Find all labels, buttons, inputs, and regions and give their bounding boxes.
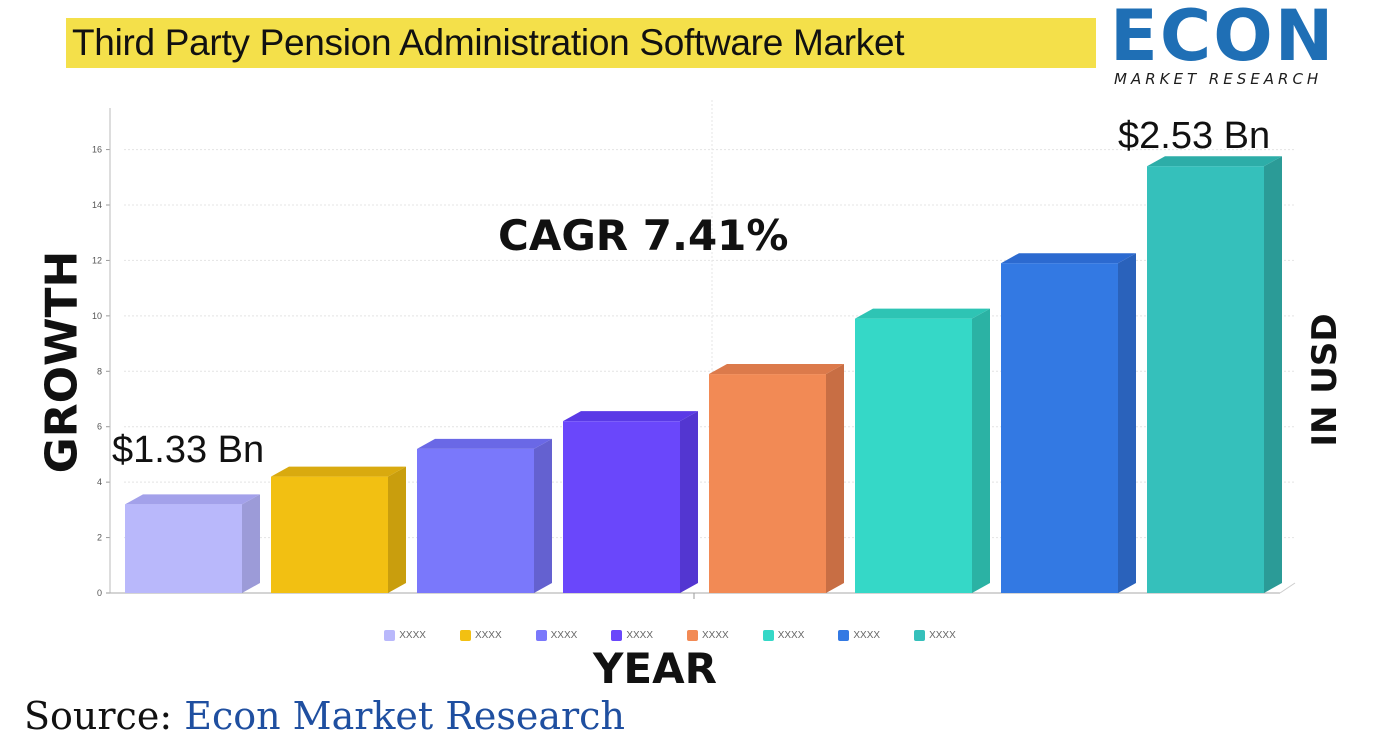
end-value-label: $2.53 Bn <box>1118 115 1270 157</box>
chart-legend: XXXX XXXX XXXX XXXX XXXX XXXX XXXX XXXX <box>0 630 1340 641</box>
y-axis-label-right: IN USD <box>1305 313 1345 447</box>
y-tick-label: 14 <box>92 200 102 210</box>
legend-item[interactable]: XXXX <box>914 630 956 641</box>
legend-item[interactable]: XXXX <box>762 630 805 641</box>
legend-label: XXXX <box>626 630 653 641</box>
y-tick-label: 8 <box>97 366 102 376</box>
legend-swatch <box>611 630 623 641</box>
bar-side <box>388 466 406 593</box>
bar-top <box>1147 156 1282 167</box>
legend-label: XXXX <box>777 630 805 641</box>
start-value-label: $1.33 Bn <box>112 429 264 471</box>
econ-logo: ECON MARKET RESEARCH <box>1110 0 1370 95</box>
logo-word: ECON <box>1110 0 1336 77</box>
bar <box>563 421 680 593</box>
bar-top <box>563 411 698 422</box>
source-line: Source: Econ Market Research <box>24 694 625 738</box>
y-axis-label-left: GROWTH <box>36 250 88 474</box>
legend-swatch <box>384 630 396 641</box>
y-tick-label: 12 <box>92 255 102 265</box>
y-tick-label: 6 <box>97 422 102 432</box>
legend-swatch <box>914 630 926 641</box>
legend-label: XXXX <box>702 630 729 641</box>
legend-swatch <box>459 630 471 641</box>
y-tick-label: 16 <box>92 145 102 155</box>
bar-side <box>826 364 844 593</box>
logo-tagline: MARKET RESEARCH <box>1114 70 1323 88</box>
y-tick-label: 0 <box>97 588 102 598</box>
y-tick-label: 2 <box>97 533 102 543</box>
source-label: Source: <box>24 694 173 738</box>
bar-side <box>1264 156 1282 593</box>
source-value: Econ Market Research <box>184 694 625 738</box>
bar-top <box>1001 253 1136 264</box>
bar <box>125 504 242 593</box>
x-axis-label: YEAR <box>593 644 717 693</box>
bar-side <box>972 308 990 593</box>
legend-item[interactable]: XXXX <box>459 630 502 641</box>
bar <box>1147 166 1264 593</box>
legend-item[interactable]: XXXX <box>687 630 729 641</box>
legend-label: XXXX <box>550 630 578 641</box>
bar <box>271 476 388 593</box>
legend-swatch <box>687 630 698 641</box>
bar <box>709 374 826 593</box>
legend-label: XXXX <box>853 630 881 641</box>
bar-side <box>680 411 698 593</box>
bar-top <box>271 466 406 477</box>
legend-label: XXXX <box>474 630 502 641</box>
y-tick-label: 4 <box>97 477 102 487</box>
legend-label: XXXX <box>929 630 956 641</box>
bar-top <box>709 364 844 375</box>
legend-label: XXXX <box>399 630 426 641</box>
bar <box>417 448 534 593</box>
x-axis-floor <box>1279 582 1296 594</box>
bar <box>855 318 972 593</box>
bar-side <box>534 438 552 593</box>
bar-top <box>855 308 990 319</box>
bar-side <box>1118 253 1136 593</box>
legend-item[interactable]: XXXX <box>838 630 880 641</box>
title-band <box>66 18 1096 68</box>
legend-swatch <box>535 630 547 641</box>
y-tick-label: 10 <box>92 311 102 321</box>
legend-swatch <box>762 630 774 641</box>
legend-swatch <box>838 630 850 641</box>
bar-top <box>417 438 552 449</box>
bar-side <box>242 494 260 593</box>
page-title: Third Party Pension Administration Softw… <box>72 22 905 63</box>
legend-item[interactable]: XXXX <box>384 630 426 641</box>
cagr-label: CAGR 7.41% <box>498 211 788 260</box>
legend-item[interactable]: XXXX <box>611 630 653 641</box>
bar <box>1001 263 1118 593</box>
legend-item[interactable]: XXXX <box>535 630 578 641</box>
bar-top <box>125 494 260 505</box>
